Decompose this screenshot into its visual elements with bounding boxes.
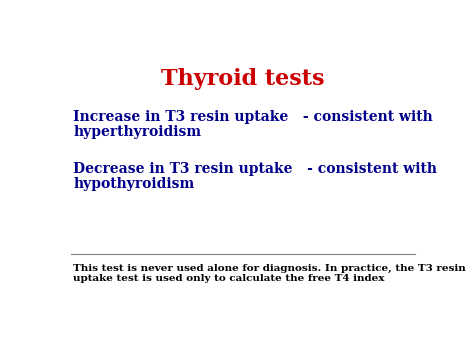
Text: This test is never used alone for diagnosis. In practice, the T3 resin: This test is never used alone for diagno… — [73, 264, 466, 273]
Text: Increase in T3 resin uptake   - consistent with: Increase in T3 resin uptake - consistent… — [73, 110, 433, 124]
Text: hyperthyroidism: hyperthyroidism — [73, 125, 201, 139]
Text: Decrease in T3 resin uptake   - consistent with: Decrease in T3 resin uptake - consistent… — [73, 162, 437, 176]
Text: Thyroid tests: Thyroid tests — [161, 68, 325, 90]
Text: uptake test is used only to calculate the free T4 index: uptake test is used only to calculate th… — [73, 274, 384, 283]
Text: hypothyroidism: hypothyroidism — [73, 178, 194, 191]
